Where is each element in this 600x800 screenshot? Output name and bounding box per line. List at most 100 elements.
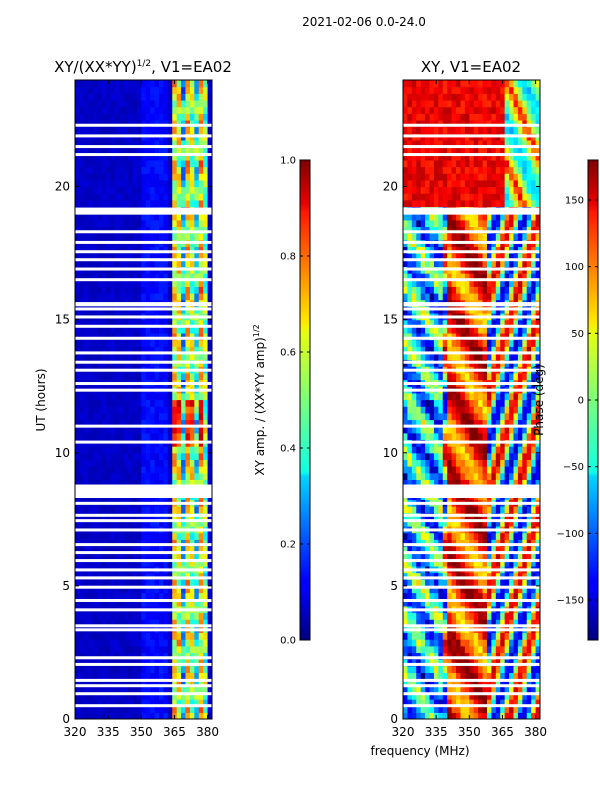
heatmap-cell <box>88 326 94 334</box>
heatmap-cell <box>167 432 173 441</box>
heatmap-cell <box>491 545 497 554</box>
heatmap-cell <box>438 572 444 580</box>
heatmap-cell <box>92 246 98 254</box>
heatmap-cell <box>438 432 444 441</box>
heatmap-cell <box>128 619 134 627</box>
heatmap-cell <box>189 332 195 341</box>
data-gap <box>75 585 212 589</box>
heatmap-cell <box>172 193 178 201</box>
heatmap-cell <box>403 545 409 554</box>
heatmap-cell <box>451 659 457 667</box>
heatmap-cell <box>411 665 417 674</box>
heatmap-cell <box>198 665 204 674</box>
heatmap-cell <box>189 113 195 121</box>
heatmap-cell <box>486 679 492 687</box>
heatmap-cell <box>79 86 85 94</box>
heatmap-cell <box>513 332 519 341</box>
heatmap-cell <box>531 699 537 707</box>
heatmap-cell <box>185 193 191 201</box>
heatmap-cell <box>482 472 488 480</box>
heatmap-cell <box>491 399 497 407</box>
heatmap-cell <box>101 479 107 487</box>
heatmap-cell <box>189 153 195 161</box>
heatmap-cell <box>513 459 519 467</box>
heatmap-cell <box>79 665 85 674</box>
heatmap-cell <box>88 472 94 480</box>
heatmap-cell <box>172 472 178 480</box>
heatmap-cell <box>411 532 417 540</box>
heatmap-cell <box>469 426 475 434</box>
heatmap-cell <box>456 645 462 654</box>
heatmap-cell <box>83 685 89 693</box>
heatmap-cell <box>172 632 178 640</box>
heatmap-cell <box>500 572 506 580</box>
heatmap-cell <box>429 652 435 660</box>
heatmap-cell <box>500 346 506 354</box>
heatmap-cell <box>79 372 85 381</box>
heatmap-cell <box>167 612 173 620</box>
heatmap-cell <box>456 432 462 441</box>
heatmap-cell <box>500 339 506 347</box>
heatmap-cell <box>97 159 103 168</box>
heatmap-cell <box>181 652 187 660</box>
amplitude-panel-title: XY/(XX*YY)1/2, V1=EA02 <box>54 58 232 76</box>
heatmap-cell <box>79 186 85 194</box>
heatmap-cell <box>469 579 475 587</box>
heatmap-cell <box>456 352 462 361</box>
heatmap-cell <box>141 86 147 94</box>
heatmap-cell <box>478 679 484 687</box>
heatmap-cell <box>535 592 540 600</box>
heatmap-cell <box>442 399 448 407</box>
heatmap-cell <box>123 339 129 347</box>
heatmap-cell <box>486 632 492 640</box>
heatmap-cell <box>447 612 453 620</box>
heatmap-cell <box>203 86 209 94</box>
heatmap-cell <box>145 592 151 600</box>
heatmap-cell <box>167 159 173 168</box>
heatmap-cell <box>172 639 178 647</box>
heatmap-cell <box>88 153 94 161</box>
heatmap-cell <box>203 459 209 467</box>
heatmap-cell <box>185 446 191 454</box>
heatmap-cell <box>203 545 209 554</box>
heatmap-cell <box>114 153 120 161</box>
heatmap-cell <box>110 446 116 454</box>
heatmap-cell <box>403 685 409 693</box>
heatmap-cell <box>88 679 94 687</box>
heatmap-cell <box>203 199 209 208</box>
heatmap-cell <box>473 559 479 567</box>
heatmap-cell <box>407 612 413 620</box>
heatmap-cell <box>83 459 89 467</box>
heatmap-cell <box>451 506 457 514</box>
heatmap-cell <box>79 519 85 527</box>
heatmap-cell <box>478 452 484 461</box>
heatmap-cell <box>154 332 160 341</box>
heatmap-cell <box>526 699 532 707</box>
heatmap-cell <box>132 179 138 188</box>
heatmap-cell <box>438 372 444 381</box>
heatmap-cell <box>469 585 475 594</box>
heatmap-cell <box>185 619 191 627</box>
heatmap-cell <box>158 426 164 434</box>
heatmap-cell <box>469 519 475 527</box>
heatmap-cell <box>469 452 475 461</box>
heatmap-cell <box>473 632 479 640</box>
heatmap-cell <box>150 253 156 261</box>
heatmap-cell <box>123 679 129 687</box>
heatmap-cell <box>469 559 475 567</box>
heatmap-cell <box>128 532 134 540</box>
heatmap-cell <box>105 352 111 361</box>
heatmap-cell <box>176 352 182 361</box>
heatmap-cell <box>150 479 156 487</box>
heatmap-cell <box>194 665 200 674</box>
heatmap-cell <box>189 619 195 627</box>
heatmap-cell <box>92 572 98 580</box>
heatmap-cell <box>504 545 510 554</box>
heatmap-cell <box>181 93 187 101</box>
heatmap-cell <box>416 326 422 334</box>
heatmap-cell <box>167 506 173 514</box>
heatmap-cell <box>132 699 138 707</box>
heatmap-cell <box>451 672 457 680</box>
heatmap-cell <box>158 286 164 294</box>
heatmap-cell <box>158 519 164 527</box>
